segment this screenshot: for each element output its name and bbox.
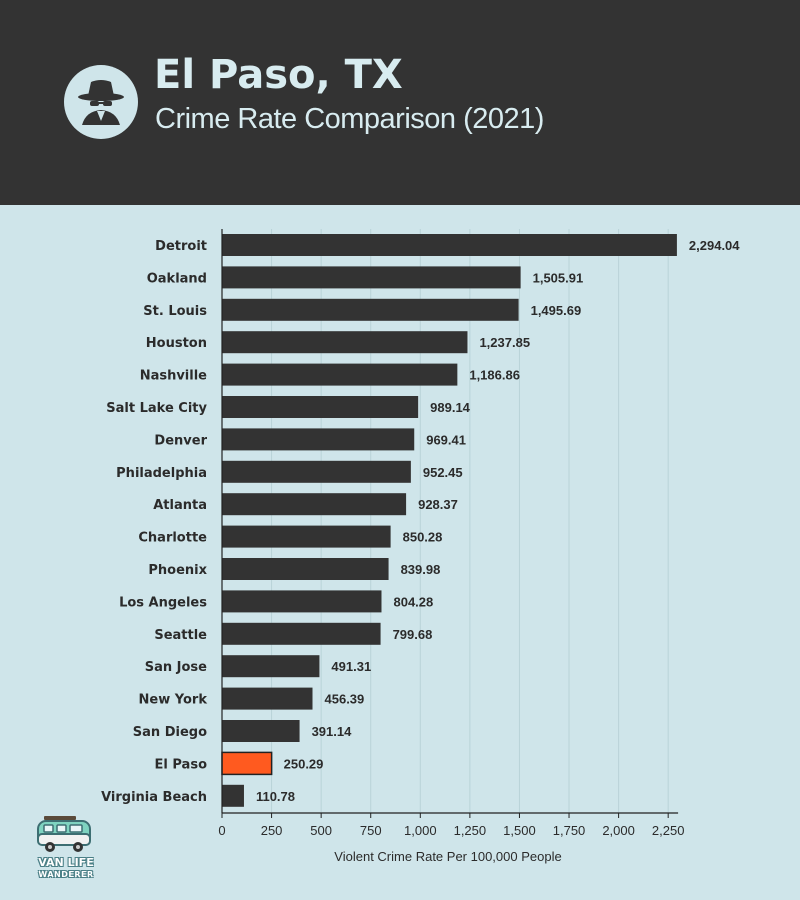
value-label: 1,495.69 (531, 303, 582, 318)
bar (222, 396, 419, 418)
value-label: 456.39 (325, 692, 365, 707)
bar (222, 298, 519, 321)
bar (221, 751, 273, 776)
category-label: St. Louis (143, 304, 207, 319)
category-label: San Jose (145, 660, 207, 675)
x-tick-label: 1,250 (454, 823, 487, 838)
bar (222, 622, 381, 645)
value-label: 1,186.86 (469, 368, 520, 383)
category-label: Los Angeles (119, 595, 207, 610)
category-label: Seattle (154, 628, 207, 643)
bar (222, 428, 415, 451)
category-label: Atlanta (153, 498, 207, 513)
bar (222, 784, 244, 807)
van-icon (37, 816, 91, 852)
brand-logo: VAN LIFE WANDERER (30, 812, 102, 888)
value-label: 491.31 (331, 659, 371, 674)
bar (222, 493, 407, 516)
value-label: 1,505.91 (533, 270, 584, 285)
value-label: 850.28 (403, 530, 443, 545)
x-tick-label: 250 (261, 823, 283, 838)
value-label: 804.28 (393, 594, 433, 609)
value-label: 952.45 (423, 465, 463, 480)
x-tick-label: 500 (310, 823, 332, 838)
bar (222, 363, 458, 386)
value-label: 969.41 (426, 432, 466, 447)
bar (222, 525, 391, 548)
x-tick-label: 1,000 (404, 823, 437, 838)
category-label: Virginia Beach (101, 790, 207, 805)
category-label: Oakland (147, 271, 207, 286)
logo-text-line1: VAN LIFE (38, 856, 94, 869)
logo-text-line2: WANDERER (38, 870, 94, 879)
page-title: El Paso, TX (154, 52, 403, 98)
x-axis-title: Violent Crime Rate Per 100,000 People (334, 849, 561, 864)
bar (222, 558, 389, 580)
spy-icon (64, 65, 138, 139)
value-label: 928.37 (418, 497, 458, 512)
value-label: 989.14 (430, 400, 471, 415)
category-label: Nashville (140, 369, 207, 384)
category-label: Detroit (155, 239, 207, 254)
category-label: Philadelphia (116, 466, 207, 481)
x-tick-label: 2,250 (652, 823, 685, 838)
x-tick-label: 0 (218, 823, 225, 838)
x-tick-label: 2,000 (602, 823, 635, 838)
bar (222, 234, 677, 256)
page-subtitle: Crime Rate Comparison (2021) (155, 103, 544, 135)
category-label: New York (139, 693, 208, 708)
value-label: 839.98 (401, 562, 441, 577)
bar-chart: Detroit 2,294.04 Oakland 1,505.91 St. Louis 1… (101, 229, 740, 864)
bar (222, 266, 521, 289)
category-label: El Paso (155, 757, 208, 772)
x-tick-label: 1,750 (553, 823, 586, 838)
category-label: Phoenix (148, 563, 207, 578)
bar (222, 460, 411, 483)
value-label: 110.78 (256, 789, 295, 804)
value-label: 799.68 (393, 627, 433, 642)
header-banner: El Paso, TX Crime Rate Comparison (2021) (0, 0, 800, 205)
bar (222, 331, 468, 354)
bar (222, 720, 300, 742)
category-label: Salt Lake City (106, 401, 207, 416)
value-label: 250.29 (284, 756, 324, 771)
category-label: Denver (154, 433, 207, 448)
value-label: 391.14 (312, 724, 353, 739)
x-tick-label: 1,500 (503, 823, 536, 838)
category-label: Charlotte (138, 531, 207, 546)
bar (222, 590, 382, 613)
bar (222, 687, 313, 710)
value-label: 1,237.85 (479, 335, 530, 350)
bar (222, 655, 320, 678)
chart-area: Detroit 2,294.04 Oakland 1,505.91 St. Louis 1… (0, 205, 800, 900)
x-tick-label: 750 (360, 823, 382, 838)
category-label: Houston (146, 336, 207, 351)
value-label: 2,294.04 (689, 238, 740, 253)
category-label: San Diego (133, 725, 207, 740)
